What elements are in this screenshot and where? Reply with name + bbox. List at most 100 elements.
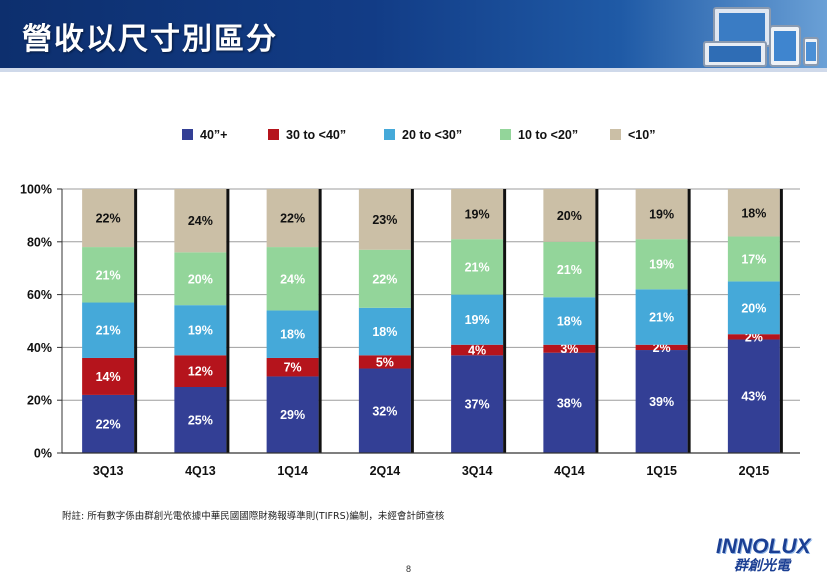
data-label: 21%: [649, 311, 674, 325]
bar-segment: [358, 189, 411, 250]
bar-segment: [266, 189, 319, 248]
data-label: 22%: [280, 212, 305, 226]
bar-segment: [543, 189, 596, 242]
y-tick-label: 100%: [20, 183, 52, 197]
data-label: 19%: [649, 258, 674, 272]
bar-shadow: [687, 189, 691, 453]
x-tick-label: 2Q15: [739, 464, 770, 478]
x-tick-label: 1Q15: [646, 464, 677, 478]
bar-segment: [358, 307, 411, 356]
x-tick-label: 1Q14: [277, 464, 308, 478]
logo-brand: INNOLUX: [716, 535, 811, 558]
data-label: 18%: [557, 315, 582, 329]
header-rule: [0, 68, 827, 72]
bar-segment: [451, 189, 504, 240]
data-label: 21%: [96, 324, 121, 338]
bar-segment: [451, 294, 504, 345]
data-label: 5%: [376, 355, 394, 369]
data-label: 21%: [96, 268, 121, 282]
bar-segment: [543, 297, 596, 345]
bar-segment: [174, 387, 227, 453]
x-tick-label: 4Q14: [554, 464, 585, 478]
innolux-logo: INNOLUX 群創光電: [716, 536, 816, 578]
data-label: 3%: [560, 342, 578, 356]
footnote: 附註: 所有數字係由群創光電依據中華民國國際財務報導準則(TIFRS)編制，未經…: [62, 511, 445, 522]
bar-segment: [451, 239, 504, 295]
bar-segment: [543, 352, 596, 453]
bar-segment: [635, 344, 688, 351]
legend-swatch: [610, 129, 621, 140]
x-tick-label: 4Q13: [185, 464, 216, 478]
chart-legend: 40”+ 30 to <40” 20 to <30” 10 to <20” <10”: [182, 128, 655, 142]
bar-segment: [174, 252, 227, 306]
data-label: 25%: [188, 414, 213, 428]
data-label: 14%: [96, 370, 121, 384]
bar-segment: [727, 189, 780, 237]
legend-label: 30 to <40”: [286, 128, 346, 142]
data-label: 20%: [741, 301, 766, 315]
bar-shadow: [595, 189, 599, 453]
legend-label: 40”+: [200, 128, 227, 142]
data-label: 21%: [557, 263, 582, 277]
data-label: 21%: [465, 260, 490, 274]
stacked-bar-chart: 40”+ 30 to <40” 20 to <30” 10 to <20” <10” 2…: [20, 128, 800, 478]
data-label: 4%: [468, 344, 486, 358]
bar-segment: [266, 247, 319, 311]
legend-swatch: [500, 129, 511, 140]
data-label: 32%: [372, 404, 397, 418]
bar-segment: [543, 241, 596, 298]
data-label: 22%: [96, 417, 121, 431]
y-axis: 0% 20% 40% 60% 80% 100%: [20, 183, 63, 461]
bar-shadow: [134, 189, 138, 453]
bar-shadow: [226, 189, 230, 453]
bar-segment: [266, 310, 319, 358]
legend-label: 10 to <20”: [518, 128, 578, 142]
data-label: 39%: [649, 395, 674, 409]
bar-segment: [635, 239, 688, 290]
bar-segment: [82, 189, 135, 248]
page-number: 8: [406, 564, 412, 574]
data-label: 19%: [465, 208, 490, 222]
y-tick-label: 20%: [27, 394, 52, 408]
data-label: 19%: [188, 324, 213, 338]
bar-segment: [82, 247, 135, 303]
x-tick-label: 3Q14: [462, 464, 493, 478]
bar-segment: [174, 355, 227, 387]
bar-segment: [266, 357, 319, 377]
legend-label: <10”: [628, 128, 655, 142]
data-label: 19%: [649, 208, 674, 222]
x-tick-label: 3Q13: [93, 464, 124, 478]
bar-segment: [727, 236, 780, 282]
y-tick-label: 0%: [34, 447, 52, 461]
bar-segment: [358, 368, 411, 453]
data-label: 20%: [188, 272, 213, 286]
y-tick-label: 60%: [27, 288, 52, 302]
bar-segment: [635, 189, 688, 240]
data-label: 18%: [741, 206, 766, 220]
bar-segment: [727, 281, 780, 335]
data-label: 12%: [188, 365, 213, 379]
data-label: 18%: [280, 328, 305, 342]
data-label: 17%: [741, 252, 766, 266]
bar-segment: [174, 305, 227, 356]
bar-segment: [82, 394, 135, 453]
bar-segment: [82, 302, 135, 358]
bar-segment: [451, 344, 504, 356]
bar-segment: [727, 334, 780, 340]
y-tick-label: 40%: [27, 341, 52, 355]
legend-swatch: [268, 129, 279, 140]
y-tick-label: 80%: [27, 235, 52, 249]
legend-swatch: [384, 129, 395, 140]
bar-segment: [635, 289, 688, 345]
data-label: 24%: [280, 272, 305, 286]
data-label: 19%: [465, 313, 490, 327]
bar-segment: [358, 249, 411, 308]
bar-shadow: [779, 189, 783, 453]
data-label: 43%: [741, 390, 766, 404]
bar-shadow: [318, 189, 322, 453]
bar-segment: [727, 339, 780, 453]
data-label: 37%: [465, 398, 490, 412]
chart-bars: 22% 14% 21% 21% 22% 25% 12% 19% 20% 24% 29% 7% 18% 24…: [82, 189, 783, 453]
data-label: 38%: [557, 396, 582, 410]
logo-chinese-name: 群創光電: [734, 558, 790, 574]
